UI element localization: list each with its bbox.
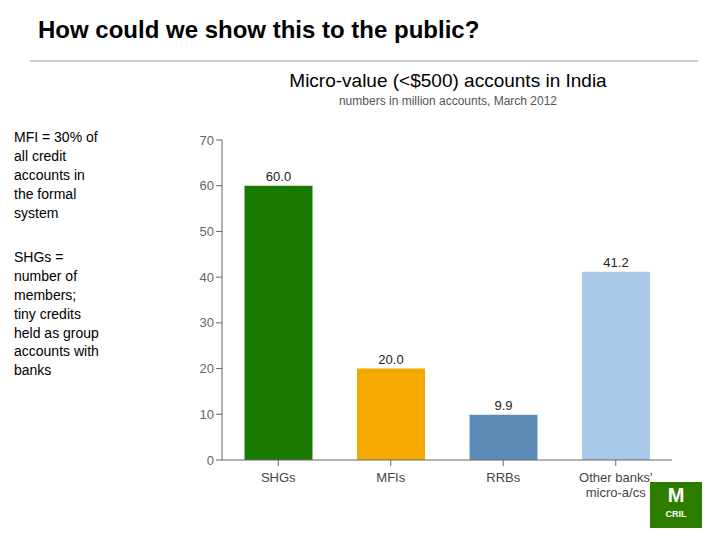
html-text:MFI = 30% of all credit accoun: MFI = 30% of all credit accounts in the … — [14, 129, 98, 221]
svg-text:MFIs: MFIs — [376, 470, 405, 485]
svg-text:Other banks'micro-a/cs: Other banks'micro-a/cs — [579, 470, 652, 500]
html-text:CRIL: CRIL — [665, 509, 687, 519]
svg-text:RRBs: RRBs — [486, 470, 520, 485]
svg-text:60.0: 60.0 — [266, 169, 291, 184]
html-text:How could we show this to the: How could we show this to the public? — [38, 16, 480, 43]
svg-text:20: 20 — [200, 361, 214, 376]
svg-text:0: 0 — [207, 453, 214, 468]
svg-text:70: 70 — [200, 133, 214, 148]
svg-text:41.2: 41.2 — [603, 255, 628, 270]
svg-text:40: 40 — [200, 270, 214, 285]
svg-text:30: 30 — [200, 315, 214, 330]
svg-text:60: 60 — [200, 178, 214, 193]
html-text:M: M — [667, 484, 685, 506]
svg-text:10: 10 — [200, 407, 214, 422]
html-text:Micro-value (<$500) accounts i: Micro-value (<$500) accounts in India — [289, 70, 607, 91]
svg-text:SHGs: SHGs — [261, 470, 296, 485]
html-text:SHGs = number of members; tiny: SHGs = number of members; tiny credits h… — [14, 249, 99, 379]
svg-text:9.9: 9.9 — [494, 398, 512, 413]
svg-text:20.0: 20.0 — [378, 352, 403, 367]
html-text:numbers in million accounts, M: numbers in million accounts, March 2012 — [338, 94, 557, 108]
svg-text:50: 50 — [200, 224, 214, 239]
